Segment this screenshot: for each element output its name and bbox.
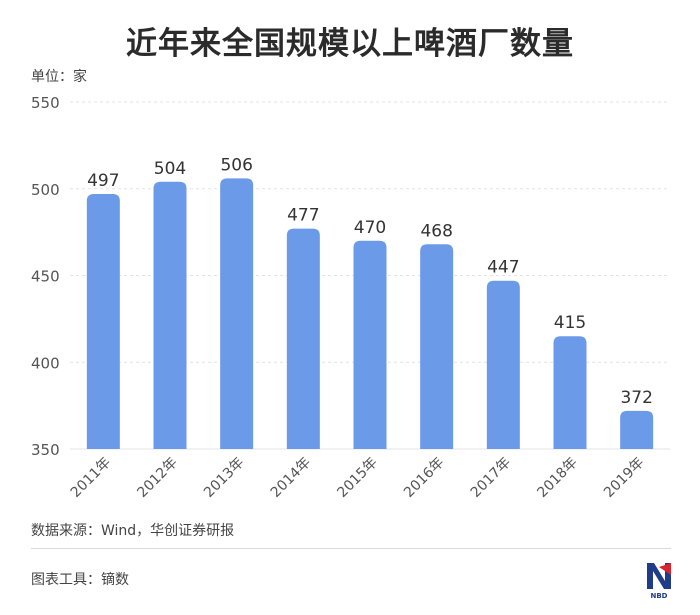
data-label: 372: [620, 388, 652, 408]
y-tick-label: 450: [31, 268, 60, 286]
data-source: 数据来源：Wind，华创证券研报: [31, 523, 235, 539]
data-label: 468: [420, 221, 452, 241]
data-label: 415: [554, 313, 586, 333]
data-label: 506: [220, 155, 252, 175]
data-label: 470: [354, 218, 386, 238]
x-tick-label: 2017年: [468, 455, 514, 501]
bar: [620, 410, 654, 449]
data-label: 504: [154, 159, 186, 179]
chart-tool-credit: 图表工具：镝数: [31, 572, 129, 588]
x-tick-label: 2018年: [534, 455, 580, 501]
x-tick-label: 2016年: [401, 455, 447, 501]
bar: [420, 244, 454, 449]
data-label: 497: [87, 171, 119, 191]
y-tick-label: 550: [31, 94, 60, 112]
nbd-logo: NBD: [647, 563, 671, 600]
bar: [353, 240, 387, 449]
data-label: 477: [287, 206, 319, 226]
bar: [486, 280, 520, 449]
chart-title: 近年来全国规模以上啤酒厂数量: [126, 26, 574, 62]
x-tick-label: 2014年: [268, 455, 314, 501]
x-tick-label: 2015年: [334, 455, 380, 501]
unit-label: 单位：家: [31, 69, 87, 85]
x-tick-label: 2012年: [134, 455, 180, 501]
bar-chart: 350 400 450 500 550 497 2011年 504 2012年 506 2013年 4…: [31, 94, 670, 501]
x-tick-label: 2011年: [68, 455, 114, 501]
bar: [220, 178, 254, 449]
y-tick-label: 400: [31, 354, 60, 372]
x-tick-label: 2013年: [201, 455, 247, 501]
logo-text: NBD: [650, 592, 667, 600]
data-label: 447: [487, 258, 519, 278]
footer-divider: [31, 548, 671, 549]
y-tick-label: 500: [31, 181, 60, 199]
bar: [286, 228, 320, 449]
bar: [86, 193, 120, 449]
bar: [553, 336, 587, 449]
bar: [153, 181, 187, 449]
y-tick-label: 350: [31, 441, 60, 459]
x-tick-label: 2019年: [601, 455, 647, 501]
